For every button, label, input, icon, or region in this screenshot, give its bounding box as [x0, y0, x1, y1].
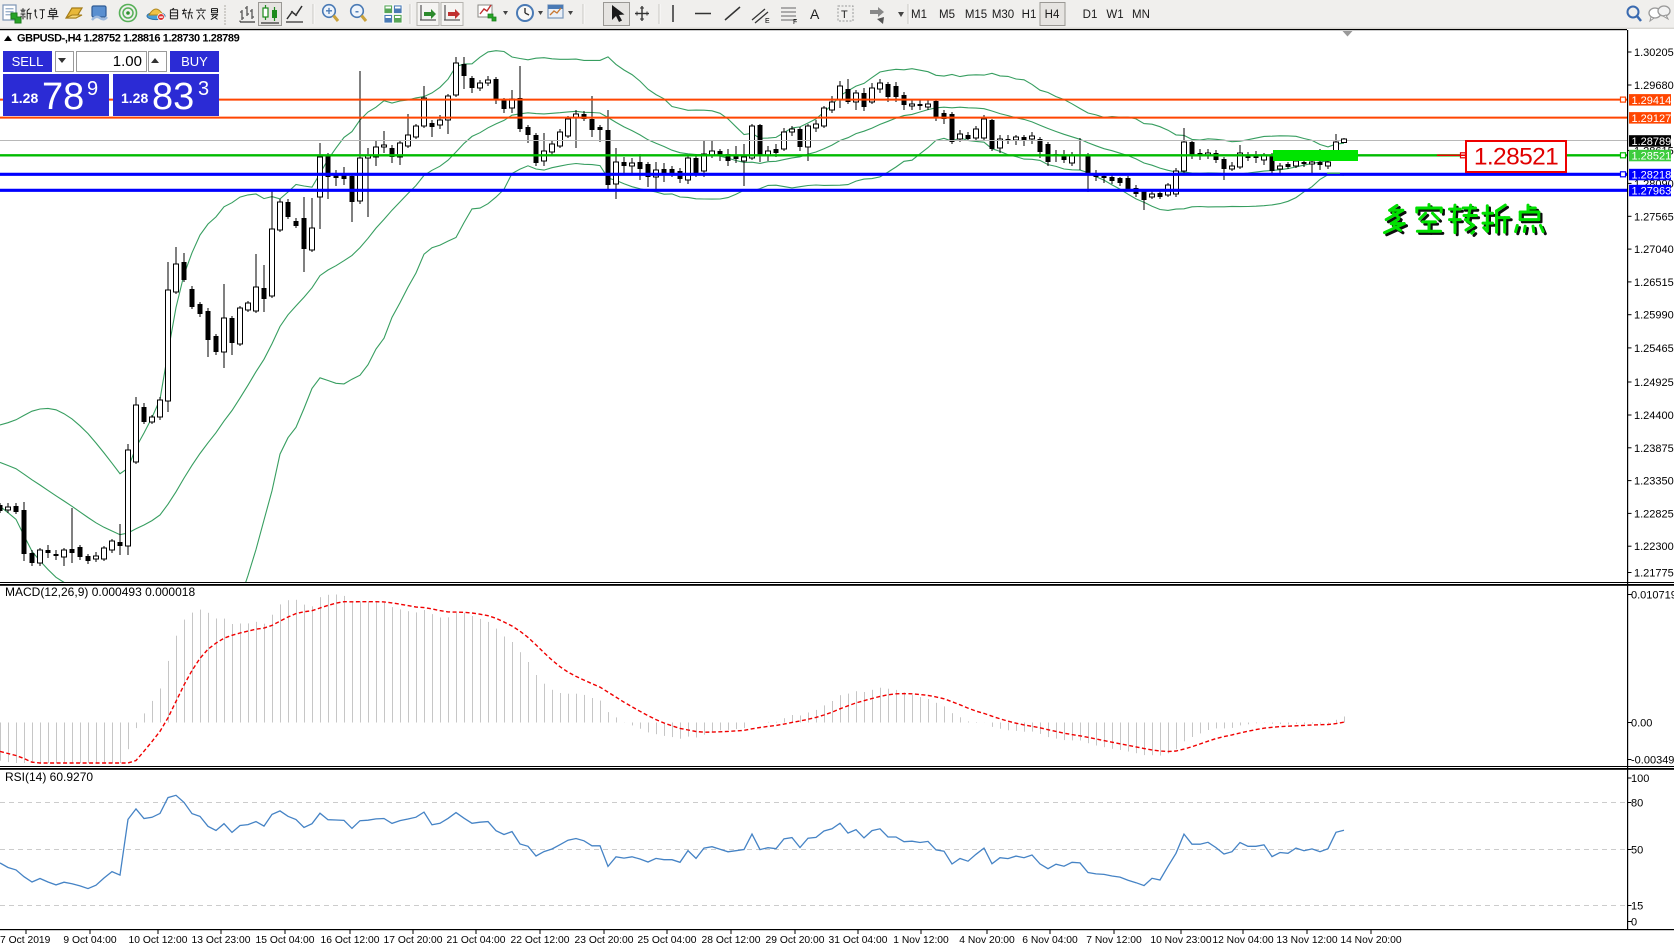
svg-text:0.010719: 0.010719 [1631, 590, 1674, 602]
svg-text:1.22825: 1.22825 [1634, 508, 1674, 520]
svg-text:12 Nov 04:00: 12 Nov 04:00 [1212, 935, 1274, 946]
svg-text:W1: W1 [1106, 9, 1123, 21]
svg-text:29 Oct 20:00: 29 Oct 20:00 [766, 935, 825, 946]
svg-text:RSI(14) 60.9270: RSI(14) 60.9270 [5, 770, 93, 784]
svg-text:MN: MN [1132, 9, 1150, 21]
svg-text:1.25465: 1.25465 [1634, 343, 1674, 355]
svg-text:0.00: 0.00 [1631, 718, 1652, 730]
svg-text:GBPUSD-,H4 1.28752 1.28816 1.: GBPUSD-,H4 1.28752 1.28816 1.28730 1.287… [17, 33, 240, 45]
svg-text:1.27040: 1.27040 [1634, 244, 1674, 256]
svg-text:1.29127: 1.29127 [1632, 113, 1672, 125]
svg-text:1.25990: 1.25990 [1634, 310, 1674, 322]
svg-text:1.22300: 1.22300 [1634, 541, 1674, 553]
svg-text:16 Oct 12:00: 16 Oct 12:00 [321, 935, 380, 946]
svg-text:15 Oct 04:00: 15 Oct 04:00 [256, 935, 315, 946]
svg-text:17 Oct 20:00: 17 Oct 20:00 [384, 935, 443, 946]
svg-text:15: 15 [1631, 901, 1643, 913]
svg-text:M1: M1 [911, 9, 927, 21]
svg-text:-: - [355, 4, 359, 18]
svg-text:1.27963: 1.27963 [1632, 186, 1672, 198]
svg-text:0: 0 [1631, 917, 1637, 929]
svg-text:1.29414: 1.29414 [1632, 95, 1672, 107]
svg-text:M15: M15 [965, 9, 987, 21]
svg-text:E: E [765, 18, 770, 25]
svg-text:21 Oct 04:00: 21 Oct 04:00 [447, 935, 506, 946]
svg-text:M5: M5 [939, 9, 955, 21]
svg-text:28 Oct 12:00: 28 Oct 12:00 [702, 935, 761, 946]
svg-text:50: 50 [1631, 845, 1643, 857]
svg-text:1.24925: 1.24925 [1634, 377, 1674, 389]
svg-text:10 Oct 12:00: 10 Oct 12:00 [129, 935, 188, 946]
svg-text:7 Nov 12:00: 7 Nov 12:00 [1086, 935, 1142, 946]
svg-text:4 Nov 20:00: 4 Nov 20:00 [959, 935, 1015, 946]
svg-text:F: F [793, 19, 797, 26]
svg-text:1 Nov 12:00: 1 Nov 12:00 [893, 935, 949, 946]
svg-text:23 Oct 20:00: 23 Oct 20:00 [575, 935, 634, 946]
svg-text:1.28218: 1.28218 [1632, 170, 1672, 182]
svg-text:1.28521: 1.28521 [1632, 151, 1672, 163]
svg-text:80: 80 [1631, 798, 1643, 810]
svg-text:14 Nov 20:00: 14 Nov 20:00 [1340, 935, 1402, 946]
svg-text:1.23350: 1.23350 [1634, 476, 1674, 488]
svg-text:1.26515: 1.26515 [1634, 277, 1674, 289]
svg-text:9 Oct 04:00: 9 Oct 04:00 [63, 935, 117, 946]
svg-text:-0.003492: -0.003492 [1631, 755, 1674, 767]
svg-text:+: + [325, 4, 332, 18]
svg-text:H1: H1 [1022, 9, 1037, 21]
svg-text:1.29680: 1.29680 [1634, 80, 1674, 92]
svg-text:A: A [810, 6, 820, 22]
svg-text:D1: D1 [1083, 9, 1098, 21]
svg-text:100: 100 [1631, 773, 1649, 785]
svg-text:1.30205: 1.30205 [1634, 47, 1674, 59]
svg-text:31 Oct 04:00: 31 Oct 04:00 [829, 935, 888, 946]
svg-text:7 Oct 2019: 7 Oct 2019 [0, 935, 51, 946]
svg-text:1.23875: 1.23875 [1634, 443, 1674, 455]
svg-text:1.24400: 1.24400 [1634, 410, 1674, 422]
svg-text:25 Oct 04:00: 25 Oct 04:00 [638, 935, 697, 946]
svg-text:MACD(12,26,9) 0.000493 0.00001: MACD(12,26,9) 0.000493 0.000018 [5, 585, 195, 599]
svg-text:22 Oct 12:00: 22 Oct 12:00 [511, 935, 570, 946]
svg-text:M30: M30 [992, 9, 1014, 21]
svg-text:13 Oct 23:00: 13 Oct 23:00 [192, 935, 251, 946]
svg-text:10 Nov 23:00: 10 Nov 23:00 [1150, 935, 1212, 946]
svg-text:T: T [841, 9, 848, 21]
svg-text:1.28789: 1.28789 [1632, 136, 1672, 148]
svg-text:1.27565: 1.27565 [1634, 211, 1674, 223]
svg-text:H4: H4 [1045, 9, 1060, 21]
svg-text:13 Nov 12:00: 13 Nov 12:00 [1276, 935, 1338, 946]
svg-text:1.21775: 1.21775 [1634, 568, 1674, 580]
svg-text:6 Nov 04:00: 6 Nov 04:00 [1022, 935, 1078, 946]
svg-text:1.28521: 1.28521 [1474, 144, 1558, 171]
